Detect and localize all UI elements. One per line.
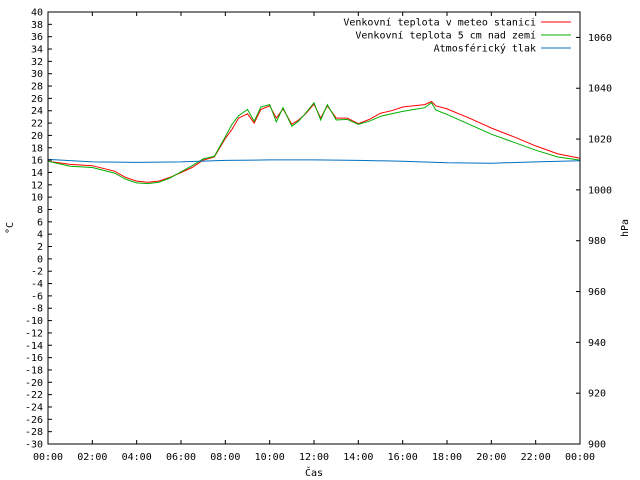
y-tick-label: 34 [31, 45, 43, 56]
x-tick-label: 14:00 [343, 452, 373, 463]
y-tick-label: -30 [25, 440, 43, 451]
y-tick-label: -26 [25, 415, 43, 426]
series-line-3 [47, 158, 581, 164]
y2-tick-label: 940 [588, 338, 606, 349]
series-line-1 [47, 100, 581, 183]
y-tick-label: -24 [25, 402, 43, 413]
y-tick-label: 28 [31, 82, 43, 93]
y-tick-label: 4 [37, 230, 43, 241]
y2-tick-label: 960 [588, 287, 606, 298]
y2-tick-label: 1060 [588, 33, 612, 44]
y-tick-label: 22 [31, 119, 43, 130]
x-axis-label: Čas [305, 466, 323, 479]
x-tick-label: 20:00 [476, 452, 506, 463]
x-tick-label: 00:00 [33, 452, 63, 463]
legend-label-3: Atmosférický tlak [434, 43, 536, 55]
y-tick-label: 38 [31, 20, 43, 31]
y-tick-label: 18 [31, 143, 43, 154]
y-tick-label: 30 [31, 69, 43, 80]
series-layer [47, 100, 581, 185]
y-tick-label: 40 [31, 8, 43, 19]
y2-axis-label: hPa [620, 219, 631, 237]
x-tick-label: 00:00 [565, 452, 595, 463]
ticks-layer: -30-28-26-24-22-20-18-16-14-12-10-8-6-4-… [25, 8, 612, 464]
y-tick-label: -28 [25, 427, 43, 438]
plot-frame [47, 11, 581, 445]
y-tick-label: 8 [37, 205, 43, 216]
y-tick-label: -16 [25, 353, 43, 364]
y-tick-label: 10 [31, 193, 43, 204]
y-tick-label: 32 [31, 57, 43, 68]
y-tick-label: 6 [37, 217, 43, 228]
y-tick-label: -8 [31, 304, 43, 315]
y-tick-label: -14 [25, 341, 43, 352]
y-tick-label: -2 [31, 267, 43, 278]
legend-label-1: Venkovní teplota v meteo stanici [343, 17, 536, 29]
x-tick-label: 06:00 [166, 452, 196, 463]
y-tick-label: -22 [25, 390, 43, 401]
y2-tick-label: 1020 [588, 135, 612, 146]
x-tick-label: 18:00 [432, 452, 462, 463]
y-tick-label: -6 [31, 291, 43, 302]
y-tick-label: 14 [31, 168, 43, 179]
x-tick-label: 12:00 [299, 452, 329, 463]
y2-tick-label: 1000 [588, 185, 612, 196]
y-tick-label: -20 [25, 378, 43, 389]
y-tick-label: -10 [25, 316, 43, 327]
x-tick-label: 10:00 [255, 452, 285, 463]
y-axis-label: °C [5, 222, 16, 234]
y-tick-label: -12 [25, 328, 43, 339]
y2-tick-label: 920 [588, 389, 606, 400]
y2-tick-label: 900 [588, 440, 606, 451]
y-tick-label: 26 [31, 94, 43, 105]
y2-tick-label: 980 [588, 236, 606, 247]
x-tick-label: 16:00 [388, 452, 418, 463]
y-tick-label: 24 [31, 106, 43, 117]
y-tick-label: 12 [31, 180, 43, 191]
y-tick-label: -18 [25, 365, 43, 376]
y2-tick-label: 1040 [588, 84, 612, 95]
y-tick-label: -4 [31, 279, 43, 290]
x-tick-label: 08:00 [210, 452, 240, 463]
y-tick-label: 20 [31, 131, 43, 142]
legend: Venkovní teplota v meteo staniciVenkovní… [343, 17, 571, 55]
y-tick-label: 16 [31, 156, 43, 167]
x-tick-label: 22:00 [521, 452, 551, 463]
x-tick-label: 02:00 [77, 452, 107, 463]
x-tick-label: 04:00 [122, 452, 152, 463]
y-tick-label: 0 [37, 254, 43, 265]
y-tick-label: 2 [37, 242, 43, 253]
series-line-2 [47, 101, 581, 185]
legend-label-2: Venkovní teplota 5 cm nad zemí [355, 30, 536, 42]
y-tick-label: 36 [31, 32, 43, 43]
